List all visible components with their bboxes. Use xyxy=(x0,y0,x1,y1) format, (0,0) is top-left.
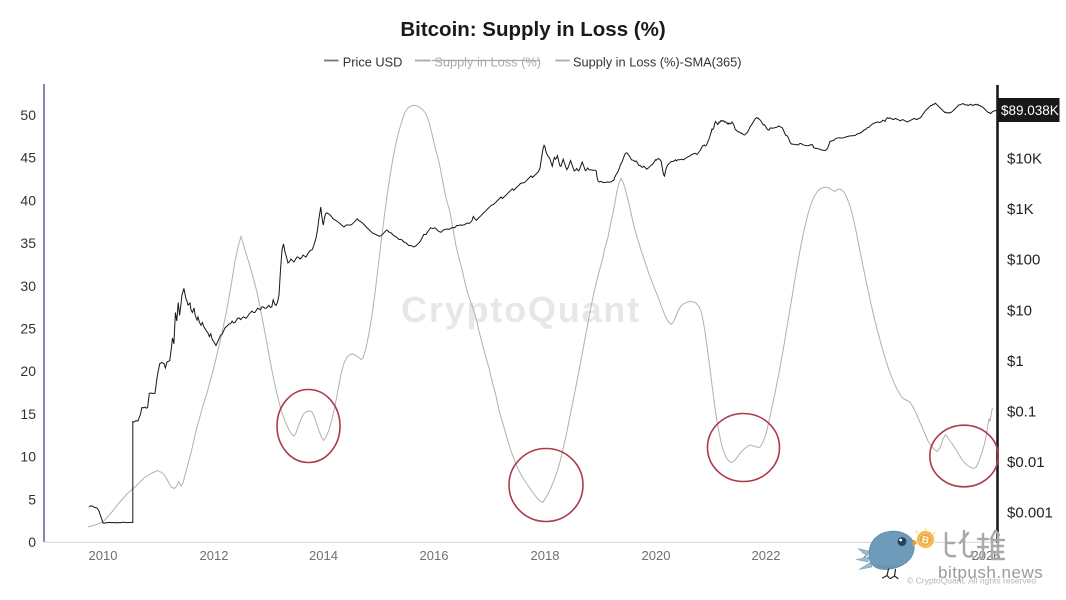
svg-text:25: 25 xyxy=(20,321,36,337)
svg-text:2022: 2022 xyxy=(752,548,781,563)
svg-text:© CryptoQuant. All rights rese: © CryptoQuant. All rights reserved xyxy=(907,576,1036,586)
svg-text:$0.1: $0.1 xyxy=(1007,403,1036,420)
svg-text:2014: 2014 xyxy=(309,548,338,563)
svg-text:40: 40 xyxy=(20,192,36,208)
svg-text:$10K: $10K xyxy=(1007,150,1042,167)
svg-text:$89.038K: $89.038K xyxy=(1001,103,1059,118)
svg-text:50: 50 xyxy=(20,107,36,123)
svg-text:$0.001: $0.001 xyxy=(1007,504,1053,521)
svg-text:Price USD: Price USD xyxy=(343,54,403,69)
svg-text:$100: $100 xyxy=(1007,251,1040,268)
svg-text:10: 10 xyxy=(20,449,36,465)
svg-text:35: 35 xyxy=(20,235,36,251)
svg-text:2010: 2010 xyxy=(89,548,118,563)
svg-text:45: 45 xyxy=(20,150,36,166)
svg-text:bitpush.news: bitpush.news xyxy=(938,563,1043,582)
svg-text:2026: 2026 xyxy=(972,548,1001,563)
svg-text:$1: $1 xyxy=(1007,353,1024,370)
svg-text:Supply in Loss (%): Supply in Loss (%) xyxy=(434,54,541,69)
svg-text:2016: 2016 xyxy=(420,548,449,563)
svg-text:B: B xyxy=(920,534,930,547)
svg-text:$1K: $1K xyxy=(1007,201,1034,218)
svg-text:0: 0 xyxy=(28,534,36,550)
svg-text:$10: $10 xyxy=(1007,302,1032,319)
svg-text:Supply in Loss (%)-SMA(365): Supply in Loss (%)-SMA(365) xyxy=(573,54,742,69)
svg-text:15: 15 xyxy=(20,406,36,422)
svg-text:30: 30 xyxy=(20,278,36,294)
svg-text:$0.01: $0.01 xyxy=(1007,454,1045,471)
svg-text:5: 5 xyxy=(28,491,36,507)
svg-text:2018: 2018 xyxy=(531,548,560,563)
svg-text:CryptoQuant: CryptoQuant xyxy=(401,289,641,330)
svg-text:20: 20 xyxy=(20,363,36,379)
svg-text:Bitcoin: Supply in Loss (%): Bitcoin: Supply in Loss (%) xyxy=(400,18,665,41)
svg-text:2020: 2020 xyxy=(642,548,671,563)
svg-text:2012: 2012 xyxy=(200,548,229,563)
